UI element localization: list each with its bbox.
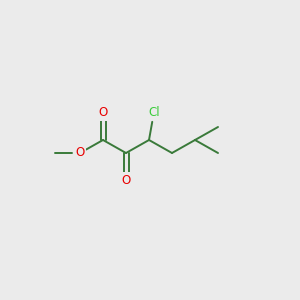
Text: Cl: Cl xyxy=(148,106,160,118)
Text: O: O xyxy=(75,146,85,160)
Text: O: O xyxy=(122,173,130,187)
Text: O: O xyxy=(98,106,108,119)
